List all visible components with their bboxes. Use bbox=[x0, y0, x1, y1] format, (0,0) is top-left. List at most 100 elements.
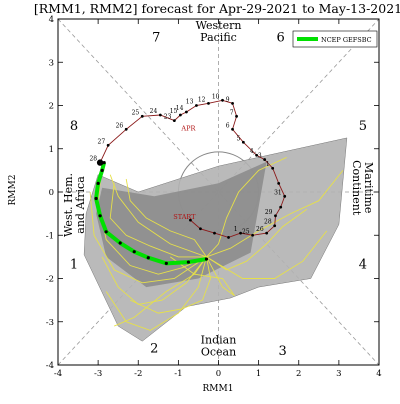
observed-annotation: START bbox=[173, 213, 196, 221]
observed-day-label: 26 bbox=[256, 226, 264, 233]
member-line bbox=[130, 256, 211, 314]
observed-point bbox=[274, 214, 277, 218]
observed-point bbox=[199, 227, 202, 231]
x-tick-label: 4 bbox=[376, 369, 381, 379]
member-line bbox=[206, 156, 287, 258]
x-tick-label: 0 bbox=[216, 369, 221, 379]
phase-number: 2 bbox=[150, 342, 158, 357]
member-line bbox=[206, 208, 308, 271]
x-tick-label: 2 bbox=[296, 369, 301, 379]
observed-day-label: 9 bbox=[226, 96, 230, 103]
ensemble-mean bbox=[94, 160, 209, 266]
mean-point bbox=[186, 260, 191, 264]
phase-number: 7 bbox=[152, 30, 160, 45]
observed-day-label: 12 bbox=[198, 96, 206, 103]
ensemble-spread bbox=[83, 137, 348, 342]
chart-title: [RMM1, RMM2] forecast for Apr-29-2021 to… bbox=[34, 1, 400, 16]
region-label: Continent bbox=[350, 160, 363, 216]
y-tick-label: 1 bbox=[49, 145, 54, 155]
x-tick-label: -1 bbox=[174, 369, 182, 379]
observed-day-label: 25 bbox=[242, 228, 250, 235]
observed-point bbox=[227, 236, 230, 239]
mean-point bbox=[204, 257, 209, 261]
observed-point bbox=[189, 218, 192, 222]
observed-point bbox=[195, 104, 198, 107]
x-tick-label: -2 bbox=[134, 369, 142, 379]
y-axis-label: RMM2 bbox=[8, 175, 18, 206]
observed-day-label: 26 bbox=[116, 122, 124, 129]
phase-number: 5 bbox=[359, 119, 367, 134]
observed-point bbox=[241, 140, 245, 144]
phase-number: 1 bbox=[70, 257, 78, 272]
observed-day-label: 28 bbox=[264, 219, 272, 226]
observed-day-label: 5 bbox=[237, 135, 241, 142]
member-line bbox=[114, 256, 207, 327]
member-line bbox=[170, 256, 235, 297]
observed-point bbox=[185, 110, 188, 114]
x-tick-label: -3 bbox=[94, 369, 102, 379]
mean-point bbox=[94, 196, 98, 201]
region-label: Western bbox=[196, 19, 242, 32]
mean-point bbox=[164, 261, 168, 265]
phase-number: 6 bbox=[277, 30, 285, 45]
legend-box bbox=[292, 30, 378, 48]
region-label: Ocean bbox=[201, 346, 236, 359]
region-label: West. Hem. bbox=[62, 173, 75, 237]
observed-point bbox=[158, 113, 162, 117]
y-tick-label: -2 bbox=[46, 275, 54, 285]
observed-point bbox=[263, 158, 267, 161]
observed-point bbox=[265, 231, 269, 235]
observed-day-label: 13 bbox=[186, 99, 194, 106]
observed-point bbox=[283, 194, 287, 198]
phase-number: 4 bbox=[359, 257, 367, 272]
mean-point bbox=[118, 241, 122, 245]
y-tick-label: 3 bbox=[49, 58, 54, 68]
observed-point bbox=[235, 114, 238, 118]
observed-point bbox=[213, 231, 216, 235]
member-line bbox=[109, 183, 207, 258]
ensemble-mean-line bbox=[94, 162, 207, 266]
observed-point bbox=[231, 101, 234, 105]
observed-point bbox=[271, 166, 275, 170]
observed-day-label: 10 bbox=[212, 93, 220, 100]
y-tick-label: -1 bbox=[46, 231, 54, 241]
observed-point bbox=[221, 98, 224, 102]
observed-point bbox=[124, 127, 128, 131]
observed-point bbox=[273, 224, 277, 228]
observed-day-label: 23 bbox=[164, 114, 172, 121]
observed-day-label: 7 bbox=[230, 109, 234, 116]
x-tick-label: -4 bbox=[54, 369, 62, 379]
observed-point bbox=[279, 205, 283, 209]
observed-day-label: 25 bbox=[132, 109, 140, 116]
member-line bbox=[125, 178, 207, 258]
observed-day-label: 1 bbox=[234, 226, 238, 233]
mean-point bbox=[146, 256, 150, 260]
diagonal-guide bbox=[57, 18, 380, 366]
observed-point bbox=[178, 113, 182, 117]
legend: NCEP GEFSBC bbox=[292, 30, 378, 48]
phase-number: 8 bbox=[70, 119, 78, 134]
x-axis-label: RMM1 bbox=[203, 384, 234, 394]
observed-day-label: 31 bbox=[274, 189, 282, 196]
observed-annotation: APR bbox=[180, 125, 196, 133]
mean-point bbox=[104, 230, 108, 234]
region-label: and Africa bbox=[74, 176, 87, 234]
observed-point bbox=[140, 114, 144, 118]
observed-day-label: 24 bbox=[150, 108, 158, 115]
observed-point bbox=[239, 231, 242, 235]
observed-day-label: 6 bbox=[226, 122, 230, 129]
y-tick-label: -3 bbox=[46, 318, 54, 328]
x-tick-label: 3 bbox=[336, 369, 341, 379]
observed-point bbox=[172, 119, 176, 123]
member-line bbox=[101, 256, 207, 305]
x-tick-label: 1 bbox=[256, 369, 261, 379]
region-label: Maritime bbox=[362, 162, 375, 213]
member-line bbox=[105, 256, 207, 331]
final-observed-marker bbox=[96, 159, 104, 166]
region-label: Indian bbox=[201, 334, 237, 347]
observed-point bbox=[277, 181, 281, 185]
observed-point bbox=[207, 101, 210, 105]
